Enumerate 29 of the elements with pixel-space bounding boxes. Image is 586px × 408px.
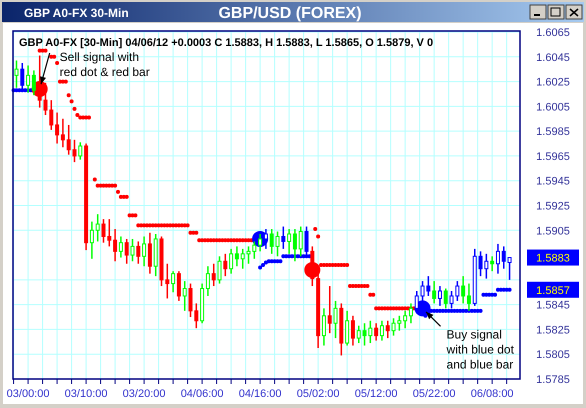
x-tick-label: 03/20:00 xyxy=(122,388,166,400)
text: 1.5883 xyxy=(536,252,570,265)
x-tick-label: 05/12:00 xyxy=(354,388,398,400)
y-tick-label: 1.5985 xyxy=(536,126,570,138)
x-tick-label: 05/02:00 xyxy=(296,388,340,400)
x-tick-label: 05/22:00 xyxy=(412,388,456,400)
x-tick-label: 06/08:00 xyxy=(470,388,514,400)
y-tick-label: 1.5965 xyxy=(536,150,570,163)
y-tick-label: 1.5845 xyxy=(536,300,570,312)
y-tick-label: 1.6025 xyxy=(536,76,570,89)
y-tick-label: 1.5905 xyxy=(536,225,570,238)
y-tick-label: 1.5805 xyxy=(536,349,570,362)
y-tick-label: 1.6065 xyxy=(536,27,570,39)
annotation: Sell signal with red dot & red bar xyxy=(60,50,150,80)
y-tick-label: 1.5945 xyxy=(536,176,570,188)
chart-title: GBP/USD (FOREX) xyxy=(218,5,362,22)
y-tick-label: 1.5825 xyxy=(536,324,570,336)
y-tick-label: 1.6045 xyxy=(536,52,570,64)
y-tick-label: 1.6005 xyxy=(536,101,570,114)
y-tick-label: 1.5785 xyxy=(536,374,570,386)
x-tick-label: 04/06:00 xyxy=(180,388,224,400)
annotation: GBP A0-FX [30-Min] 04/06/12 +0.0003 C 1.5883, H 1.5883, L 1.5865, O 1.5879, V 0 xyxy=(19,37,434,49)
x-tick-label: 03/00:00 xyxy=(6,388,50,400)
x-tick-label: 03/10:00 xyxy=(64,388,108,400)
annotation: Buy signal with blue dot and blue bar xyxy=(446,327,515,372)
y-tick-label: 1.5925 xyxy=(536,200,570,212)
text: GBP A0-FX 30-Min xyxy=(24,6,129,20)
x-tick-label: 04/16:00 xyxy=(238,388,282,400)
text: 1.5857 xyxy=(536,284,570,297)
